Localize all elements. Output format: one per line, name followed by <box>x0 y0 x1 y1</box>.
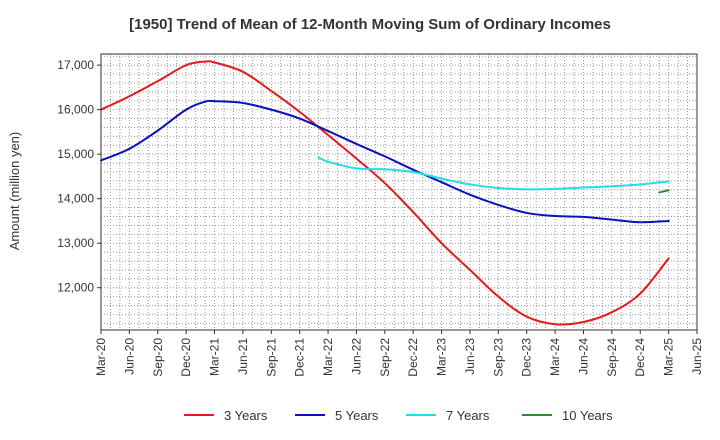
y-tick-label: 13,000 <box>57 236 94 250</box>
x-tick-label: Mar-25 <box>662 338 676 376</box>
x-tick-label: Jun-23 <box>463 338 477 375</box>
y-axis-label: Amount (million yen) <box>7 132 22 251</box>
series-line-10-years <box>658 189 670 194</box>
y-tick-label: 15,000 <box>57 147 94 161</box>
x-tick-label: Sep-23 <box>491 338 505 377</box>
legend-label-7-years: 7 Years <box>446 408 490 423</box>
y-tick-label: 16,000 <box>57 103 94 117</box>
series-line-5-years <box>100 99 670 224</box>
y-tick-label: 12,000 <box>57 281 94 295</box>
series-line-7-years <box>317 156 670 191</box>
y-tick-label: 17,000 <box>57 58 94 72</box>
x-tick-label: Jun-25 <box>690 338 704 375</box>
x-tick-label: Dec-20 <box>179 338 193 377</box>
x-tick-label: Sep-24 <box>605 338 619 377</box>
x-tick-label: Mar-23 <box>435 338 449 376</box>
series-line-3-years <box>100 60 670 326</box>
y-tick-label: 14,000 <box>57 192 94 206</box>
x-tick-label: Jun-20 <box>122 338 136 375</box>
legend-label-10-years: 10 Years <box>562 408 613 423</box>
x-tick-label: Mar-20 <box>94 338 108 376</box>
x-tick-label: Dec-22 <box>406 338 420 377</box>
x-tick-label: Sep-20 <box>151 338 165 377</box>
legend-label-5-years: 5 Years <box>335 408 379 423</box>
x-tick-label: Jun-21 <box>236 338 250 375</box>
chart-title: [1950] Trend of Mean of 12-Month Moving … <box>129 16 611 33</box>
x-tick-label: Jun-24 <box>576 338 590 375</box>
x-axis-ticks: Mar-20 Jun-20 Sep-20 Dec-20 Mar-21 Jun-21 Sep-… <box>94 330 704 377</box>
x-tick-label: Sep-22 <box>378 338 392 377</box>
x-tick-label: Dec-24 <box>633 338 647 377</box>
gridlines <box>101 54 697 330</box>
x-tick-label: Dec-21 <box>293 338 307 377</box>
legend: 3 Years 5 Years 7 Years 10 Years <box>184 408 613 423</box>
x-tick-label: Mar-24 <box>548 338 562 376</box>
y-axis-ticks: 12,000 13,000 14,000 15,000 16,000 17,000 <box>57 58 101 295</box>
series-lines <box>100 60 670 326</box>
x-tick-label: Mar-21 <box>208 338 222 376</box>
x-tick-label: Dec-23 <box>520 338 534 377</box>
x-tick-label: Sep-21 <box>264 338 278 377</box>
x-tick-label: Mar-22 <box>321 338 335 376</box>
legend-label-3-years: 3 Years <box>224 408 268 423</box>
plot-area-frame <box>100 53 698 331</box>
x-tick-label: Jun-22 <box>349 338 363 375</box>
